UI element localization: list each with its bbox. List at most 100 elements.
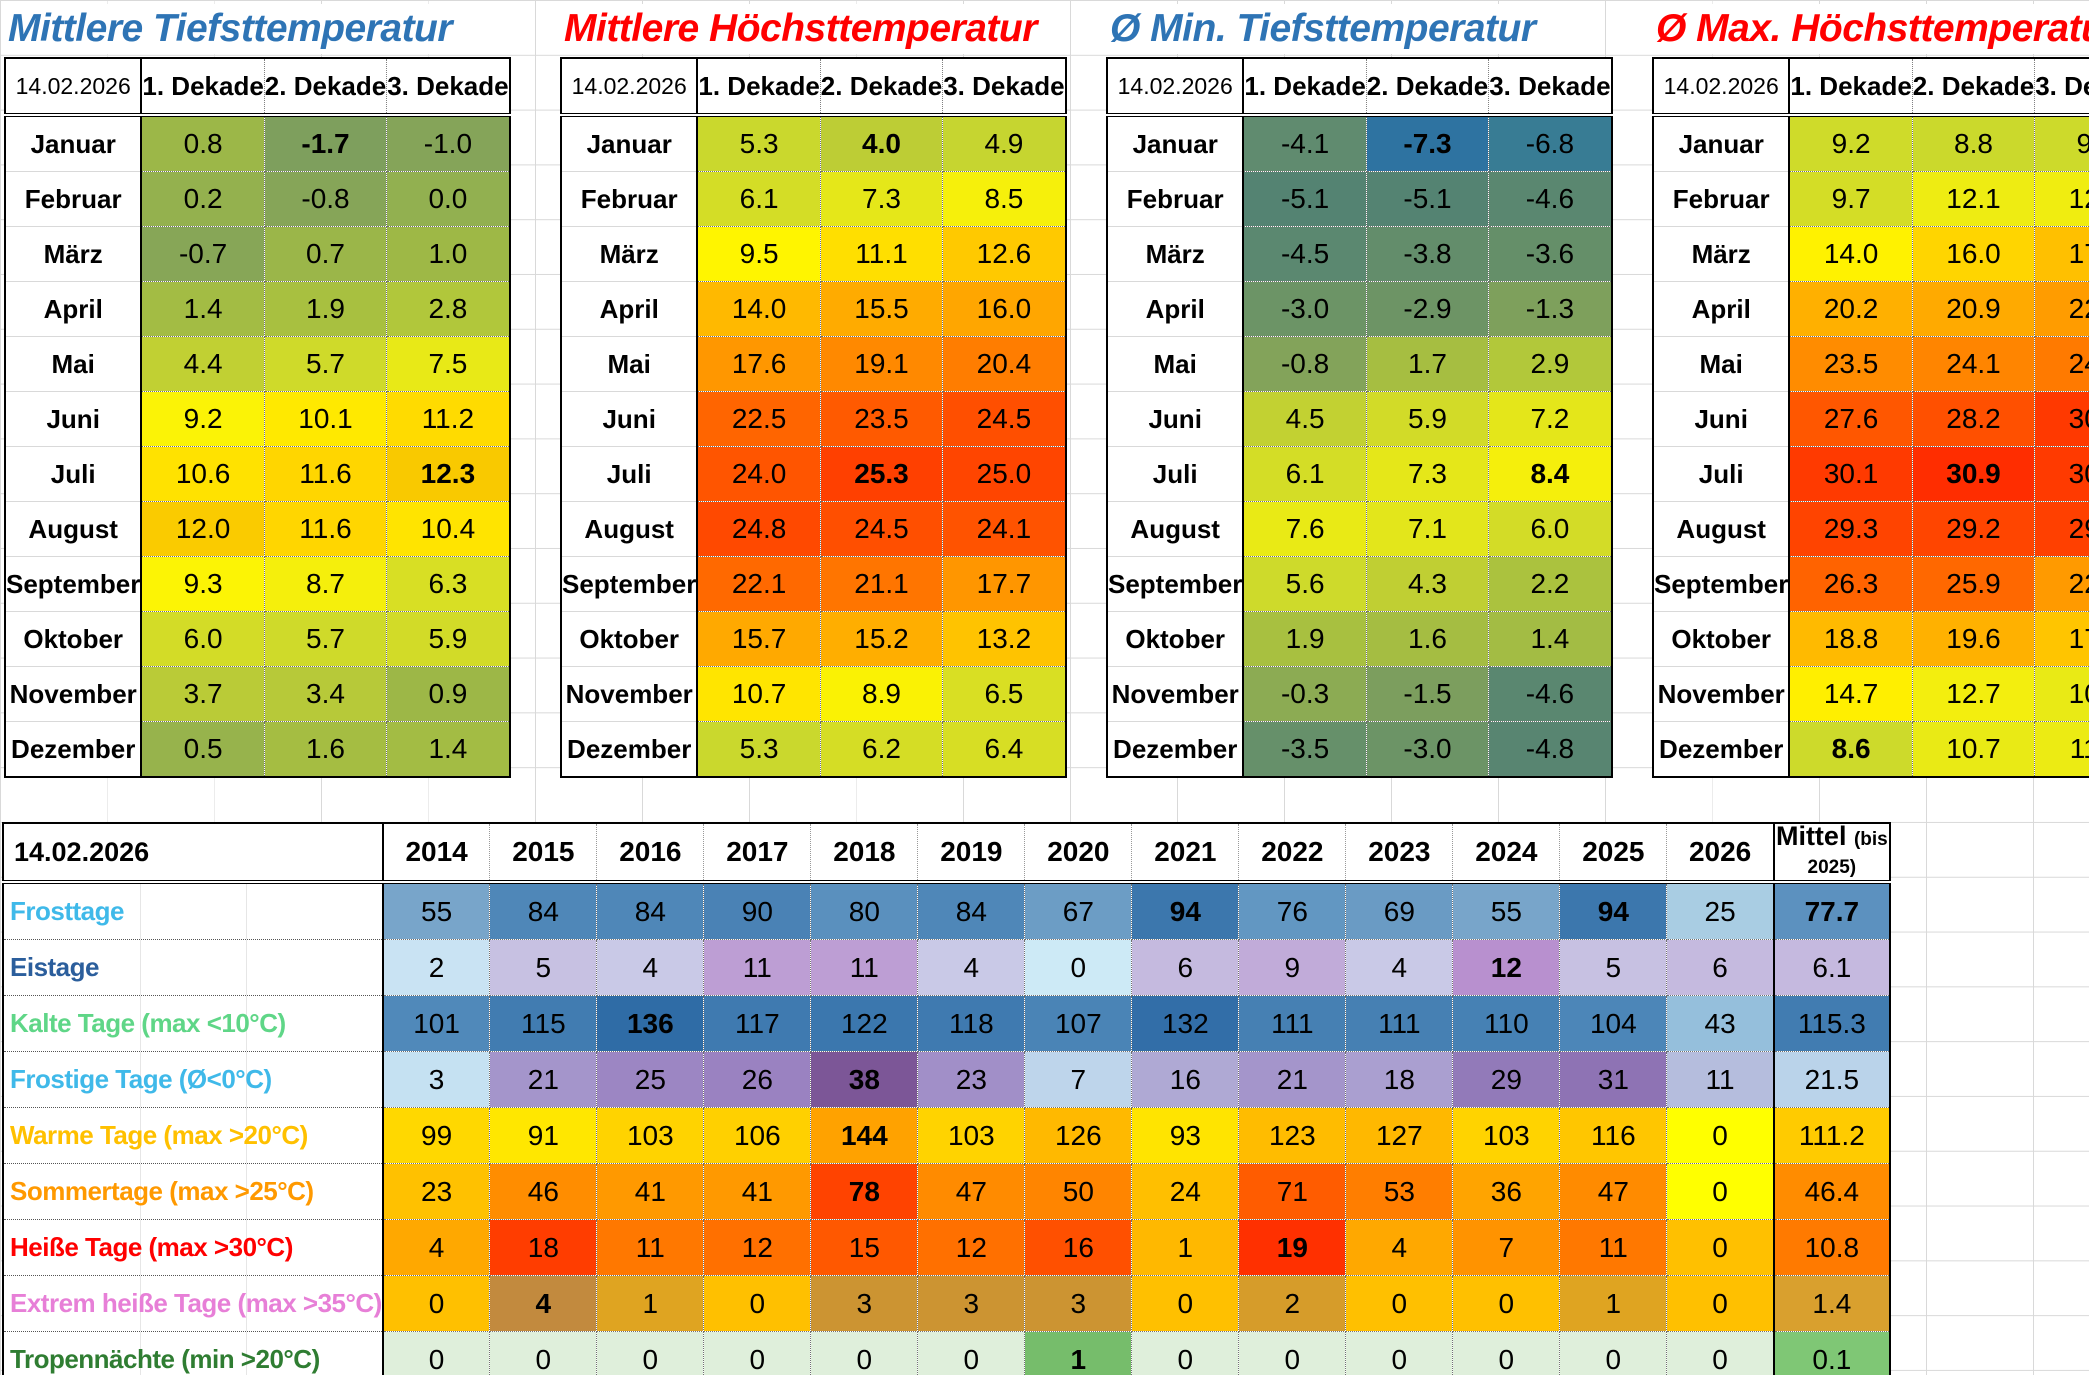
temp-cell: 1.9 bbox=[264, 281, 388, 337]
year-header: 2023 bbox=[1345, 823, 1454, 884]
year-header: 2014 bbox=[382, 823, 491, 884]
stat-cell: 84 bbox=[596, 882, 705, 940]
month-label: Dezember bbox=[561, 721, 699, 778]
table-title: Mittlere Tiefsttemperatur bbox=[8, 4, 459, 54]
temp-cell: 28.2 bbox=[1912, 391, 2036, 447]
stat-cell: 4 bbox=[1345, 939, 1454, 996]
temp-cell: 8.7 bbox=[264, 556, 388, 612]
temp-cell: 6.2 bbox=[820, 721, 944, 778]
stat-cell: 0 bbox=[1452, 1331, 1561, 1375]
temp-cell: -5.1 bbox=[1366, 171, 1490, 227]
stat-cell: 67 bbox=[1024, 882, 1133, 940]
temp-cell: 6.1 bbox=[697, 171, 821, 227]
temp-cell: 10.7 bbox=[697, 666, 821, 722]
stat-row-label: Warme Tage (max >20°C) bbox=[3, 1107, 384, 1164]
temp-cell: 25.9 bbox=[1912, 556, 2036, 612]
stat-cell: 23 bbox=[917, 1051, 1026, 1108]
stat-cell: 144 bbox=[810, 1107, 919, 1164]
temp-cell: 14.7 bbox=[1789, 666, 1913, 722]
temp-cell: 6.4 bbox=[942, 721, 1066, 778]
stat-cell: 84 bbox=[489, 882, 598, 940]
month-label: Juni bbox=[5, 391, 143, 447]
stat-cell: 0 bbox=[1666, 1331, 1775, 1375]
month-label: Dezember bbox=[1653, 721, 1791, 778]
month-label: Januar bbox=[5, 115, 143, 172]
temp-cell: 30.1 bbox=[1789, 446, 1913, 502]
mittel-header: Mittel (bis 2025) bbox=[1772, 823, 1890, 884]
temp-cell: 11.6 bbox=[264, 446, 388, 502]
year-header: 2022 bbox=[1238, 823, 1347, 884]
temp-cell: 23.5 bbox=[820, 391, 944, 447]
temp-cell: -3.0 bbox=[1243, 281, 1367, 337]
stat-cell: 111 bbox=[1238, 995, 1347, 1052]
temp-cell: 3.4 bbox=[264, 666, 388, 722]
mittel-cell: 6.1 bbox=[1772, 939, 1890, 996]
month-label: Oktober bbox=[561, 611, 699, 667]
stat-cell: 53 bbox=[1345, 1163, 1454, 1220]
temp-cell: 17.7 bbox=[942, 556, 1066, 612]
stat-row-label: Eistage bbox=[3, 939, 384, 996]
stat-cell: 5 bbox=[1559, 939, 1668, 996]
temp-cell: 5.6 bbox=[1243, 556, 1367, 612]
temp-cell: 7.1 bbox=[1366, 501, 1490, 557]
stat-cell: 36 bbox=[1452, 1163, 1561, 1220]
stat-cell: 132 bbox=[1131, 995, 1240, 1052]
month-label: November bbox=[1653, 666, 1791, 722]
month-label: Februar bbox=[1107, 171, 1245, 227]
decade-header: 1. Dekade bbox=[141, 58, 265, 117]
stat-cell: 0 bbox=[1345, 1275, 1454, 1332]
stat-cell: 104 bbox=[1559, 995, 1668, 1052]
temp-cell: 10.6 bbox=[141, 446, 265, 502]
mittel-cell: 111.2 bbox=[1772, 1107, 1890, 1164]
stat-cell: 18 bbox=[1345, 1051, 1454, 1108]
stat-cell: 3 bbox=[917, 1275, 1026, 1332]
temp-cell: -1.5 bbox=[1366, 666, 1490, 722]
month-label: November bbox=[561, 666, 699, 722]
mittel-cell: 46.4 bbox=[1772, 1163, 1890, 1220]
temp-cell: -2.9 bbox=[1366, 281, 1490, 337]
temp-cell: 8.4 bbox=[1488, 446, 1612, 502]
month-label: September bbox=[1107, 556, 1245, 612]
temp-cell: 9.2 bbox=[1789, 115, 1913, 172]
temp-cell: 22.3 bbox=[2034, 556, 2089, 612]
month-label: Juli bbox=[561, 446, 699, 502]
stat-cell: 6 bbox=[1666, 939, 1775, 996]
stat-cell: 0 bbox=[596, 1331, 705, 1375]
stat-cell: 126 bbox=[1024, 1107, 1133, 1164]
date-label: 14.02.2026 bbox=[5, 58, 143, 117]
stat-cell: 123 bbox=[1238, 1107, 1347, 1164]
stat-cell: 24 bbox=[1131, 1163, 1240, 1220]
month-label: Januar bbox=[561, 115, 699, 172]
temp-cell: 17.3 bbox=[2034, 611, 2089, 667]
temp-cell: 2.9 bbox=[1488, 336, 1612, 392]
stat-cell: 55 bbox=[382, 882, 491, 940]
stat-cell: 106 bbox=[703, 1107, 812, 1164]
decade-header: 2. Dekade bbox=[1912, 58, 2036, 117]
month-label: September bbox=[561, 556, 699, 612]
temp-cell: 2.2 bbox=[1488, 556, 1612, 612]
temp-cell: 29.6 bbox=[2034, 501, 2089, 557]
temp-cell: 24.5 bbox=[942, 391, 1066, 447]
temp-cell: 9.2 bbox=[141, 391, 265, 447]
temp-cell: -1.0 bbox=[386, 115, 510, 172]
year-header: 2024 bbox=[1452, 823, 1561, 884]
temp-cell: 6.0 bbox=[1488, 501, 1612, 557]
temp-cell: 23.5 bbox=[1789, 336, 1913, 392]
temp-cell: 24.0 bbox=[697, 446, 821, 502]
stat-cell: 11 bbox=[1559, 1219, 1668, 1276]
temp-cell: 22.5 bbox=[697, 391, 821, 447]
month-label: Juni bbox=[561, 391, 699, 447]
temp-cell: 25.3 bbox=[820, 446, 944, 502]
date-label: 14.02.2026 bbox=[1107, 58, 1245, 117]
temp-cell: 9.0 bbox=[2034, 115, 2089, 172]
stat-cell: 1 bbox=[1559, 1275, 1668, 1332]
stat-cell: 116 bbox=[1559, 1107, 1668, 1164]
decade-header: 1. Dekade bbox=[697, 58, 821, 117]
stat-cell: 69 bbox=[1345, 882, 1454, 940]
temp-cell: 11.1 bbox=[820, 226, 944, 282]
temp-cell: 26.3 bbox=[1789, 556, 1913, 612]
decade-header: 2. Dekade bbox=[1366, 58, 1490, 117]
temp-cell: 11.1 bbox=[2034, 721, 2089, 778]
stat-cell: 118 bbox=[917, 995, 1026, 1052]
